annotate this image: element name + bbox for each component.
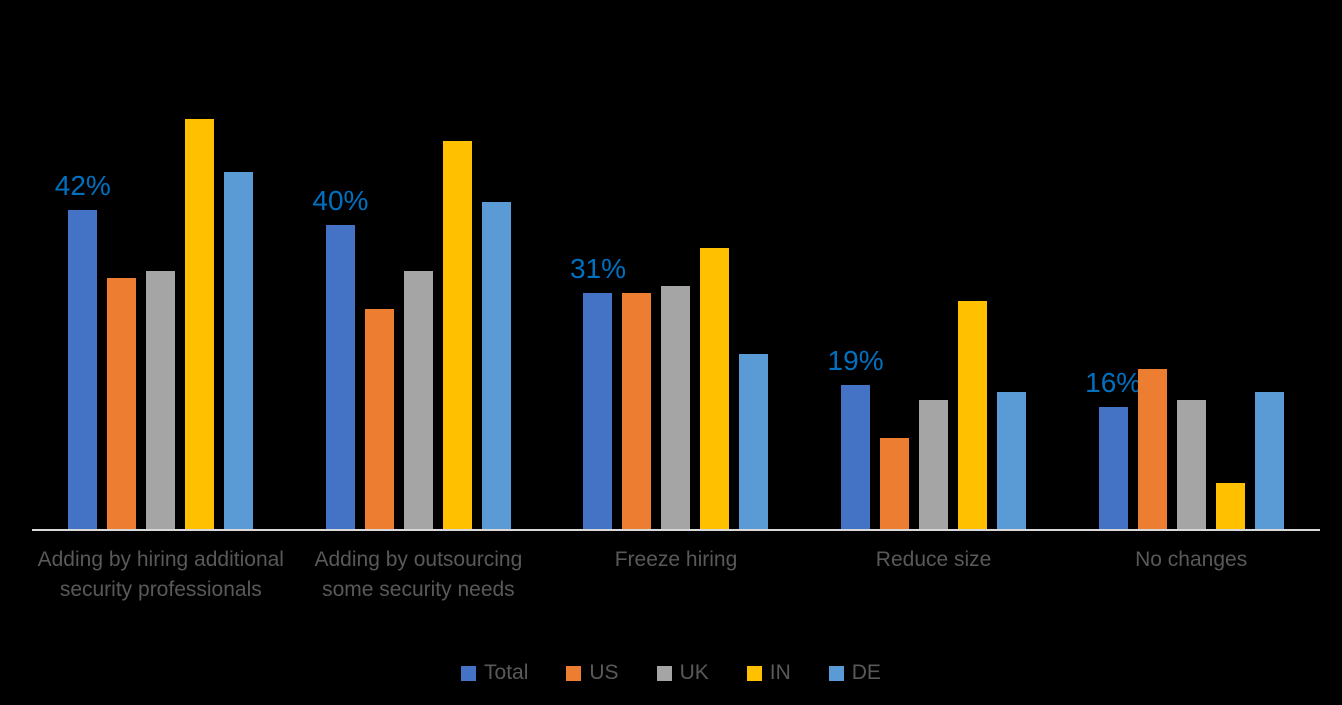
- legend: Total US UK IN DE: [0, 661, 1342, 685]
- bar-group-1: 40%: [290, 73, 548, 529]
- category-label-0: Adding by hiring additional security pro…: [37, 548, 284, 601]
- bar-in-4: [1215, 483, 1245, 529]
- bar-uk-4: [1176, 400, 1206, 529]
- category-axis: Adding by hiring additional security pro…: [32, 545, 1320, 605]
- bar-de-0: [224, 172, 254, 529]
- bar-group-0: 42%: [32, 73, 290, 529]
- category-label-3: Reduce size: [875, 548, 992, 571]
- bar-us-2: [622, 293, 652, 529]
- bar-group-3: 19%: [805, 73, 1063, 529]
- bar-total-3: 19%: [828, 345, 884, 529]
- legend-swatch-in: [746, 665, 762, 681]
- bar-uk-1: [403, 271, 433, 529]
- bar-total-0: 42%: [55, 170, 111, 529]
- bar-in-3: [958, 301, 988, 529]
- legend-label-uk: UK: [679, 661, 709, 684]
- category-label-2: Freeze hiring: [614, 548, 738, 571]
- bar-us-0: [107, 278, 137, 529]
- bar-us-4: [1137, 369, 1167, 529]
- bar-de-4: [1254, 392, 1284, 529]
- bar-uk-3: [919, 400, 949, 529]
- plot-area: 42% 40% 31% 19% 16%: [32, 73, 1320, 531]
- bar-in-1: [442, 141, 472, 529]
- legend-label-us: US: [589, 661, 619, 684]
- category-label-4: No changes: [1135, 548, 1248, 571]
- bar-de-2: [739, 354, 769, 529]
- legend-swatch-us: [566, 665, 582, 681]
- data-label-4: 16%: [1085, 367, 1142, 398]
- legend-item-uk: UK: [656, 661, 709, 685]
- bar-group-2: 31%: [547, 73, 805, 529]
- legend-swatch-uk: [656, 665, 672, 681]
- legend-label-in: IN: [769, 661, 791, 684]
- bar-in-2: [700, 248, 730, 529]
- bar-de-1: [481, 202, 511, 529]
- bar-in-0: [185, 119, 215, 529]
- legend-item-total: Total: [461, 661, 528, 685]
- legend-item-us: US: [566, 661, 619, 685]
- category-label-1: Adding by outsourcing some security need…: [314, 548, 523, 601]
- legend-label-de: DE: [851, 661, 881, 684]
- legend-label-total: Total: [484, 661, 529, 684]
- legend-swatch-de: [828, 665, 844, 681]
- bar-de-3: [997, 392, 1027, 529]
- bar-total-4: 16%: [1085, 367, 1141, 529]
- data-label-2: 31%: [569, 253, 627, 284]
- legend-item-de: DE: [828, 661, 881, 685]
- legend-item-in: IN: [746, 661, 791, 685]
- bar-us-3: [880, 438, 910, 529]
- bar-total-2: 31%: [570, 253, 626, 529]
- bar-uk-0: [146, 271, 176, 529]
- bar-total-1: 40%: [312, 185, 368, 529]
- bar-uk-2: [661, 286, 691, 529]
- bar-group-4: 16%: [1062, 73, 1320, 529]
- legend-swatch-total: [461, 665, 477, 681]
- data-label-3: 19%: [827, 345, 884, 376]
- bar-us-1: [364, 309, 394, 529]
- data-label-1: 40%: [312, 185, 369, 216]
- data-label-0: 42%: [54, 170, 111, 201]
